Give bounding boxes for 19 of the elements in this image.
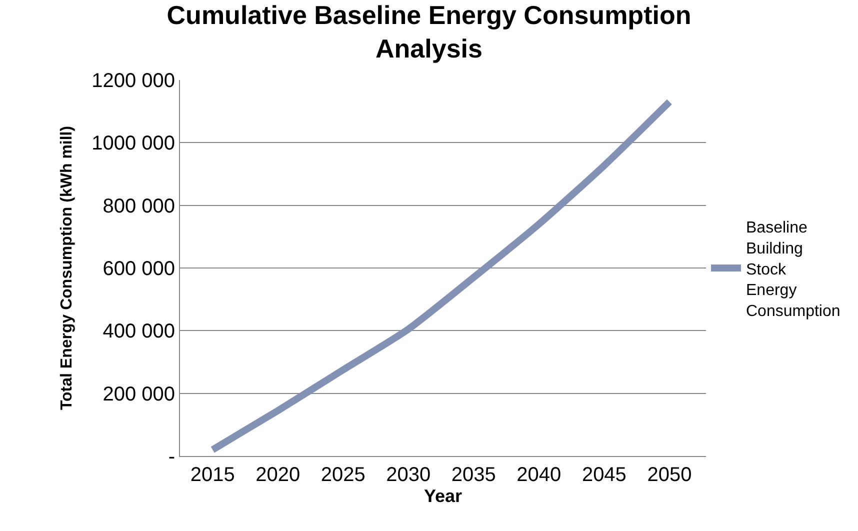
x-tick-label: 2030 <box>386 464 431 486</box>
y-tick-label: 1200 000 <box>92 70 175 92</box>
y-tick-label: 1000 000 <box>92 132 175 155</box>
chart-title: Cumulative Baseline Energy Consumption Analysis <box>166 0 692 64</box>
y-tick-label: 400 000 <box>102 320 175 343</box>
x-tick-label: 2045 <box>582 464 626 486</box>
legend-label: Baseline Building Stock Energy Consumption <box>746 220 840 320</box>
x-tick-label: 2035 <box>451 464 496 486</box>
x-tick-label: 2020 <box>256 464 300 486</box>
y-tick-label: 800 000 <box>102 195 175 218</box>
x-axis-title: Year <box>424 486 462 506</box>
y-tick-label: - <box>168 446 175 468</box>
x-tick-label: 2015 <box>190 464 235 486</box>
x-tick-label: 2040 <box>516 464 562 486</box>
x-tick-label: 2025 <box>320 464 366 486</box>
y-axis-title: Total Energy Consumption (kWh mill) <box>58 126 76 410</box>
y-tick-label: 200 000 <box>102 383 175 406</box>
x-tick-label: 2050 <box>647 464 692 486</box>
y-tick-label: 600 000 <box>102 258 175 280</box>
